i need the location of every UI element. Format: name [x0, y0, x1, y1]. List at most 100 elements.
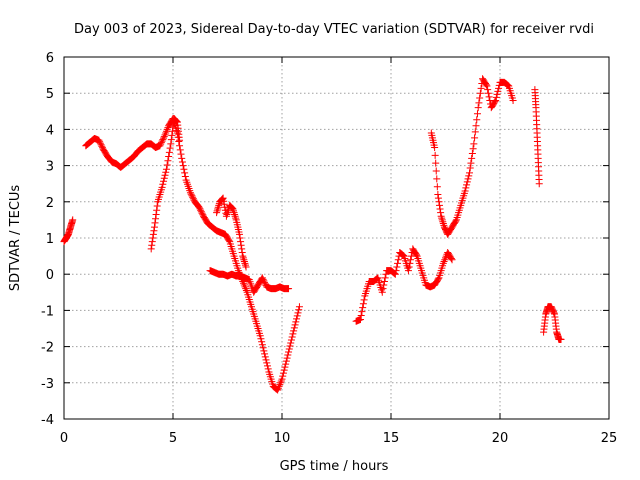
data-point	[406, 259, 414, 267]
data-point	[179, 162, 187, 170]
data-point	[405, 263, 413, 271]
data-point	[160, 174, 168, 182]
data-point	[237, 238, 245, 246]
x-axis-label: GPS time / hours	[280, 459, 389, 474]
y-tick-label: -2	[41, 341, 54, 356]
data-point	[263, 359, 271, 367]
data-point	[177, 150, 185, 158]
data-point	[218, 195, 226, 203]
data-point	[282, 357, 290, 365]
data-point	[482, 81, 490, 89]
data-point	[197, 208, 205, 216]
data-point	[471, 128, 479, 136]
data-point	[440, 221, 448, 229]
data-point	[242, 285, 250, 293]
data-point	[452, 217, 460, 225]
data-point	[229, 207, 237, 215]
data-point	[292, 318, 300, 326]
data-point	[469, 145, 477, 153]
data-point	[263, 362, 271, 370]
data-point	[432, 167, 440, 175]
data-point	[493, 90, 501, 98]
data-point	[148, 241, 156, 249]
series-s8	[531, 86, 543, 188]
data-point	[379, 285, 387, 293]
data-point	[168, 131, 176, 139]
data-point	[439, 220, 447, 228]
y-tick-label: 0	[46, 268, 54, 283]
data-point	[477, 84, 485, 92]
data-point	[358, 308, 366, 316]
data-point	[149, 230, 157, 238]
data-point	[359, 304, 367, 312]
data-point	[260, 347, 268, 355]
data-point	[158, 137, 166, 145]
data-point	[484, 89, 492, 97]
data-point	[258, 274, 266, 282]
data-point	[432, 159, 440, 167]
data-point	[274, 386, 282, 394]
data-point	[412, 251, 420, 259]
data-point	[241, 259, 249, 267]
data-point	[357, 312, 365, 320]
data-point	[262, 356, 270, 364]
data-point	[274, 384, 282, 392]
data-point	[241, 283, 249, 291]
data-point	[151, 219, 159, 227]
data-point	[224, 209, 231, 217]
data-point	[213, 209, 221, 217]
data-point	[178, 154, 186, 162]
data-point	[284, 351, 292, 359]
data-point	[485, 93, 493, 101]
data-point	[189, 195, 197, 203]
x-tick-label: 0	[60, 431, 68, 446]
data-point	[280, 366, 288, 374]
data-point	[163, 161, 171, 169]
data-point	[165, 148, 173, 156]
data-point	[447, 255, 455, 263]
data-point	[503, 81, 511, 89]
data-point	[164, 157, 172, 165]
data-point	[279, 372, 287, 380]
data-point	[474, 104, 482, 112]
data-point	[437, 209, 445, 217]
data-point	[214, 203, 222, 211]
data-point	[241, 261, 249, 269]
data-point	[293, 315, 301, 323]
data-point	[394, 259, 402, 267]
data-point	[293, 312, 301, 320]
x-tick-label: 25	[601, 431, 618, 446]
data-point	[285, 345, 293, 353]
data-point	[240, 281, 248, 289]
data-point	[240, 256, 248, 264]
data-point	[295, 303, 303, 311]
data-point	[163, 125, 171, 133]
data-point	[230, 209, 238, 217]
data-point	[436, 205, 444, 213]
data-point	[264, 365, 272, 373]
data-point	[278, 375, 286, 383]
data-point	[259, 275, 267, 283]
data-point	[433, 175, 441, 183]
data-point	[153, 206, 161, 214]
data-point	[158, 183, 166, 191]
data-point	[399, 251, 407, 259]
x-tick-label: 15	[383, 431, 400, 446]
data-point	[359, 300, 367, 308]
y-tick-label: 4	[46, 123, 54, 138]
data-point	[173, 129, 181, 137]
data-point	[156, 142, 164, 150]
data-point	[476, 89, 484, 97]
data-point	[289, 330, 297, 338]
chart-title: Day 003 of 2023, Sidereal Day-to-day VTE…	[74, 22, 594, 37]
data-point	[187, 190, 195, 198]
data-point	[557, 335, 565, 343]
data-point	[431, 144, 439, 151]
data-point	[380, 281, 388, 289]
data-point	[466, 164, 474, 172]
data-point	[69, 216, 77, 224]
data-point	[494, 87, 502, 95]
data-point	[356, 315, 364, 323]
data-point	[232, 214, 240, 222]
data-point	[257, 335, 265, 343]
